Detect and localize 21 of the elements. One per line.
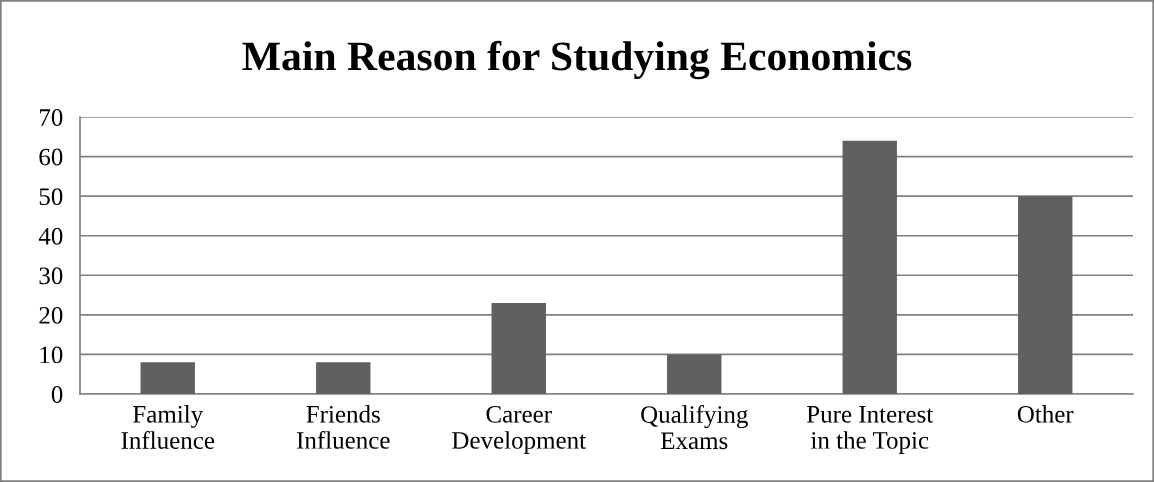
y-tick-label: 40 xyxy=(38,227,63,245)
bar xyxy=(491,302,546,394)
y-tick-label: 10 xyxy=(40,346,63,364)
bar xyxy=(842,140,897,394)
bar xyxy=(1018,196,1073,394)
x-tick-label: Qualifying Exams xyxy=(641,405,748,450)
y-tick-label: 30 xyxy=(39,267,63,285)
bar xyxy=(140,362,195,394)
y-tick-label: 70 xyxy=(39,109,63,126)
x-tick-label: Family Influence xyxy=(121,405,215,449)
chart-title: Main Reason for Studying Economics xyxy=(242,40,912,80)
bar xyxy=(316,362,371,394)
x-tick-label: Pure Interest in the Topic xyxy=(806,406,934,454)
y-tick-label: 60 xyxy=(39,148,63,166)
bar xyxy=(667,354,722,394)
x-tick-label: Career Development xyxy=(452,405,586,454)
x-tick-label: Friends Influence xyxy=(296,405,390,449)
y-tick-label: 50 xyxy=(39,188,63,206)
x-tick-label: Other xyxy=(1017,405,1074,423)
y-tick-label: 0 xyxy=(51,386,63,403)
y-tick-label: 20 xyxy=(39,306,63,324)
